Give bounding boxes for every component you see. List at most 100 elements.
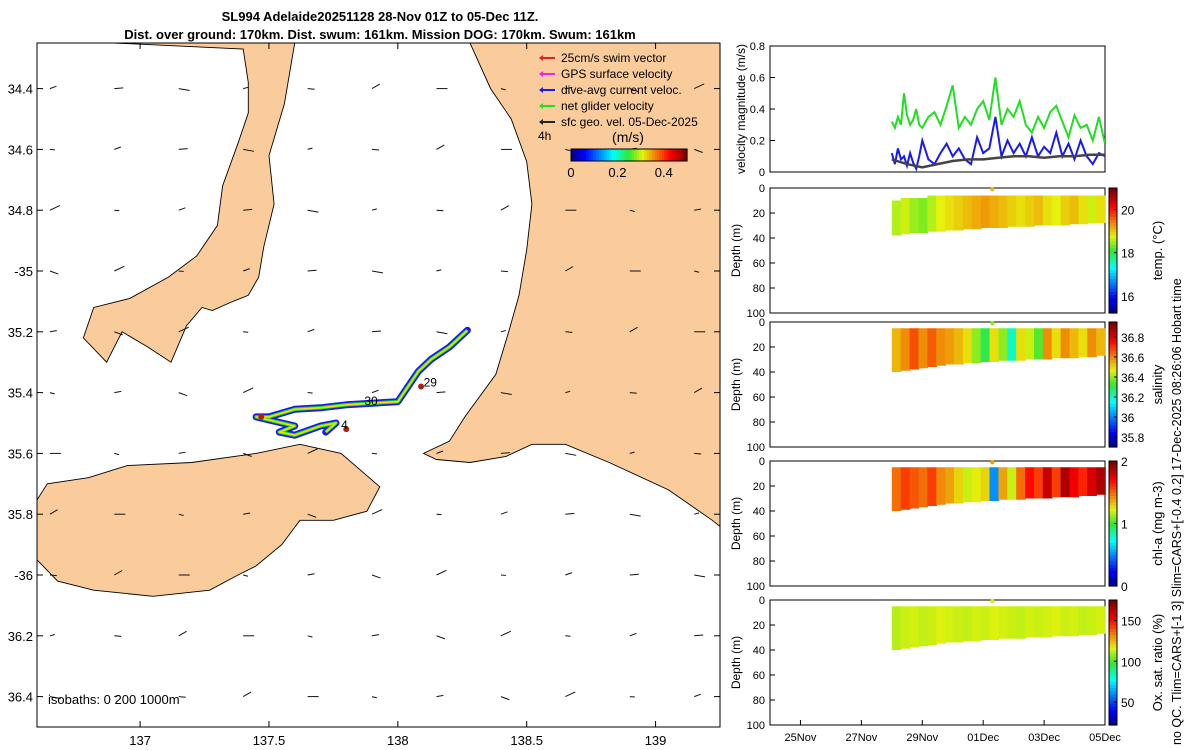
map-colorbar-cell bbox=[611, 149, 615, 161]
section-data-column bbox=[971, 606, 982, 642]
section-colorbar-cell bbox=[1109, 681, 1117, 685]
section-colorbar-cell bbox=[1109, 715, 1117, 720]
section-colorbar-cell bbox=[1109, 615, 1117, 620]
map-colorbar-cell bbox=[598, 149, 602, 161]
geo-velocity-arrow bbox=[114, 265, 125, 272]
section-data-column bbox=[1016, 467, 1026, 500]
section-colorbar-cell bbox=[1109, 470, 1117, 475]
map-colorbar-cell bbox=[666, 149, 670, 161]
map-colorbar-cell bbox=[649, 149, 653, 161]
map-xtick-label: 138 bbox=[387, 733, 409, 748]
time-tick-label: 27Nov bbox=[845, 732, 877, 744]
section-colorbar-cell bbox=[1109, 362, 1117, 367]
geo-velocity-arrow bbox=[243, 208, 253, 211]
section-colorbar-cell bbox=[1109, 643, 1117, 648]
section-ytick-label: 60 bbox=[753, 531, 765, 543]
section-data-column bbox=[962, 606, 973, 642]
section-colorbar-cell bbox=[1109, 347, 1117, 351]
geo-velocity-arrow bbox=[629, 573, 639, 576]
section-data-column bbox=[1060, 195, 1071, 226]
map-colorbar-cell bbox=[631, 149, 635, 161]
geo-velocity-arrow bbox=[242, 691, 252, 698]
section-colorbar-cell bbox=[1109, 306, 1117, 311]
section-data-column bbox=[909, 328, 920, 370]
map-colorbar-cell bbox=[636, 149, 640, 161]
section-data-column bbox=[1007, 467, 1017, 500]
velocity-ytick-label: 0.6 bbox=[750, 73, 765, 85]
velocity-ytick-label: 0.2 bbox=[750, 136, 765, 148]
section-colorbar-cell bbox=[1109, 486, 1117, 490]
map-colorbar-cell bbox=[654, 149, 658, 161]
section-data-column bbox=[962, 328, 973, 364]
section-colorbar-cell bbox=[1109, 545, 1117, 550]
section-colorbar-cell bbox=[1109, 523, 1117, 528]
map-colorbar-cell bbox=[596, 149, 600, 161]
section-data-column bbox=[1096, 606, 1106, 634]
geo-velocity-arrow bbox=[49, 85, 57, 90]
section-colorbar-label: chl-a (mg m-3) bbox=[1150, 481, 1165, 566]
section-colorbar-tick-label: 36.4 bbox=[1121, 371, 1145, 385]
section-colorbar-label: Ox. sat. ratio (%) bbox=[1150, 614, 1165, 712]
map-colorbar-cell bbox=[581, 149, 585, 161]
section-colorbar-cell bbox=[1109, 225, 1117, 230]
geo-velocity-arrow bbox=[565, 390, 571, 394]
geo-velocity-arrow bbox=[436, 391, 446, 394]
map-colorbar-tick: 0 bbox=[567, 165, 574, 180]
section-colorbar-cell bbox=[1109, 476, 1117, 481]
map-ytick-label: 34.8 bbox=[8, 203, 33, 218]
section-colorbar-cell bbox=[1109, 709, 1117, 714]
section-colorbar-cell bbox=[1109, 387, 1117, 392]
section-data-column bbox=[1069, 606, 1080, 637]
map-colorbar-cell bbox=[588, 149, 592, 161]
section-colorbar-cell bbox=[1109, 606, 1117, 610]
section-ytick-label: 100 bbox=[747, 720, 765, 732]
map-colorbar-cell bbox=[623, 149, 628, 161]
section-colorbar-tick-label: 0 bbox=[1121, 580, 1128, 594]
section-colorbar-cell bbox=[1109, 359, 1117, 364]
section-colorbar-cell bbox=[1109, 634, 1117, 639]
geo-velocity-arrow bbox=[178, 148, 188, 150]
velocity-panel-frame bbox=[769, 45, 1106, 173]
section-colorbar-cell bbox=[1109, 532, 1117, 537]
geo-velocity-arrow bbox=[49, 330, 57, 333]
section-ytick-label: 60 bbox=[753, 258, 765, 270]
section-ytick-label: 20 bbox=[753, 342, 765, 354]
map-colorbar-tick: 0.2 bbox=[608, 165, 626, 180]
section-colorbar-cell bbox=[1109, 266, 1117, 270]
section-colorbar-cell bbox=[1109, 678, 1117, 682]
section-surface-dot bbox=[990, 321, 995, 326]
map-ytick-label: -36 bbox=[14, 568, 33, 583]
section-colorbar-cell bbox=[1109, 693, 1117, 698]
map-colorbar-cell bbox=[681, 149, 686, 161]
section-data-column bbox=[927, 328, 938, 367]
section-data-column bbox=[945, 467, 955, 504]
map-xtick-label: 138.5 bbox=[510, 733, 543, 748]
section-colorbar-cell bbox=[1109, 415, 1117, 420]
section-colorbar-cell bbox=[1109, 309, 1117, 314]
section-colorbar-cell bbox=[1109, 340, 1117, 345]
section-colorbar-cell bbox=[1109, 350, 1117, 354]
section-data-column bbox=[998, 195, 1009, 228]
geo-velocity-arrow bbox=[307, 147, 313, 150]
section-data-column bbox=[1078, 195, 1089, 225]
geo-velocity-arrow bbox=[436, 331, 448, 335]
map-colorbar-cell bbox=[674, 149, 678, 161]
map-colorbar-cell bbox=[629, 149, 633, 161]
section-ytick-label: 80 bbox=[753, 417, 765, 429]
section-data-column bbox=[945, 328, 955, 365]
section-colorbar-cell bbox=[1109, 381, 1117, 386]
section-colorbar-cell bbox=[1109, 621, 1117, 626]
section-colorbar-cell bbox=[1109, 637, 1117, 642]
section-colorbar-cell bbox=[1109, 403, 1117, 407]
section-colorbar-cell bbox=[1109, 671, 1117, 676]
section-colorbar-cell bbox=[1109, 582, 1117, 587]
geo-velocity-arrow bbox=[500, 630, 512, 637]
geo-velocity-arrow bbox=[243, 148, 255, 152]
section-data-column bbox=[936, 606, 946, 644]
section-ytick-label: 100 bbox=[747, 581, 765, 593]
section-ytick-label: 60 bbox=[753, 670, 765, 682]
geo-velocity-arrow bbox=[629, 392, 637, 394]
section-colorbar-cell bbox=[1109, 294, 1117, 298]
section-colorbar-cell bbox=[1109, 498, 1117, 503]
